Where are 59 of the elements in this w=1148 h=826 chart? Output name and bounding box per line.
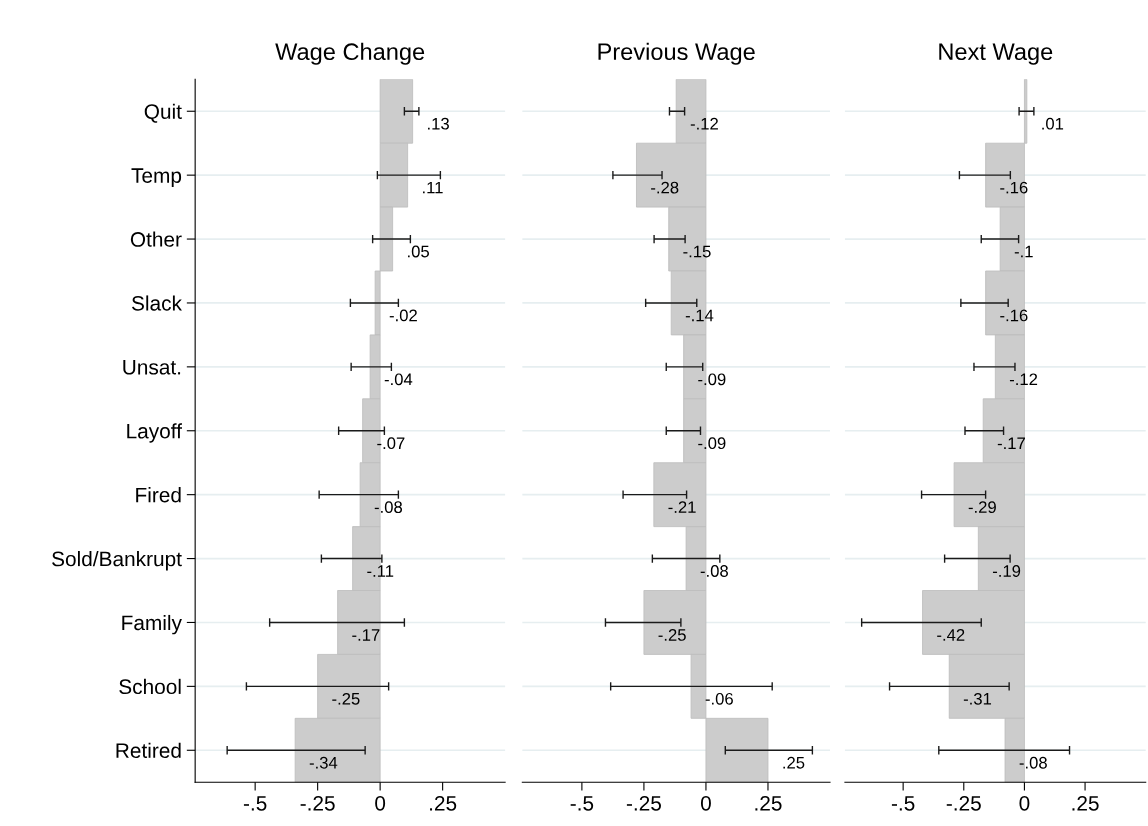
data-label: -.02 (389, 309, 417, 322)
data-label: -.17 (352, 629, 380, 641)
data-label: -.09 (698, 373, 726, 386)
x-tick-label: -.5 (891, 796, 915, 811)
y-tick-label: Sold/Bankrupt (52, 551, 182, 571)
data-label: -.12 (1009, 373, 1038, 386)
x-tick-label: -.25 (300, 795, 335, 811)
data-label: -.11 (367, 565, 394, 577)
y-tick-label: Temp (131, 168, 182, 188)
data-label: -.08 (700, 565, 728, 577)
data-label: -.31 (963, 692, 992, 705)
chart-title: Previous Wage (598, 42, 755, 65)
data-label: -.19 (992, 565, 1021, 577)
x-tick-label: 0 (700, 795, 711, 811)
x-tick-label: 0 (375, 795, 386, 811)
data-label: -.08 (374, 501, 403, 514)
y-tick-label: Layoff (127, 423, 182, 443)
x-tick-label: .25 (1072, 795, 1099, 811)
data-label: .11 (423, 181, 443, 194)
x-tick-label: -.5 (243, 796, 267, 811)
data-label: -.04 (384, 373, 413, 386)
data-label: .25 (783, 756, 805, 769)
x-tick-label: -.25 (946, 795, 981, 811)
y-tick-label: Slack (131, 295, 182, 311)
data-label: -.17 (997, 437, 1025, 449)
chart-title: Wage Change (275, 42, 425, 65)
x-tick-label: -.25 (626, 795, 661, 811)
x-tick-label: .25 (430, 795, 457, 811)
data-label: .05 (408, 245, 429, 258)
y-tick-label: Family (122, 614, 182, 635)
data-label: -.1 (1014, 245, 1033, 258)
data-label: -.16 (1000, 181, 1028, 194)
data-label: -.21 (668, 501, 696, 513)
data-label: -.06 (705, 692, 733, 705)
data-label: -.14 (685, 309, 714, 322)
y-tick-label: School (119, 678, 181, 695)
data-label: -.25 (658, 629, 686, 641)
y-tick-label: Fired (136, 487, 181, 503)
data-label: -.08 (1019, 756, 1047, 769)
y-tick-label: Unsat. (123, 360, 181, 375)
data-label: .13 (428, 117, 449, 130)
data-label: -.29 (968, 501, 996, 514)
chart-title: Next Wage (939, 43, 1053, 65)
y-tick-label: Retired (116, 742, 181, 759)
data-label: -.42 (937, 629, 965, 641)
data-label: -.15 (683, 245, 711, 258)
data-label: -.12 (690, 117, 718, 130)
y-tick-label: Quit (144, 103, 182, 123)
data-label: -.16 (1000, 309, 1028, 322)
y-tick-label: Other (130, 231, 182, 247)
x-tick-label: -.5 (570, 796, 594, 811)
x-tick-label: 0 (1019, 795, 1030, 811)
data-label: -.09 (698, 437, 726, 450)
data-label: -.34 (309, 756, 338, 769)
data-label: -.25 (332, 692, 360, 705)
x-tick-label: .25 (755, 795, 782, 811)
data-label: -.07 (377, 437, 405, 450)
data-label: .01 (1042, 117, 1064, 130)
data-label: -.28 (651, 181, 679, 194)
